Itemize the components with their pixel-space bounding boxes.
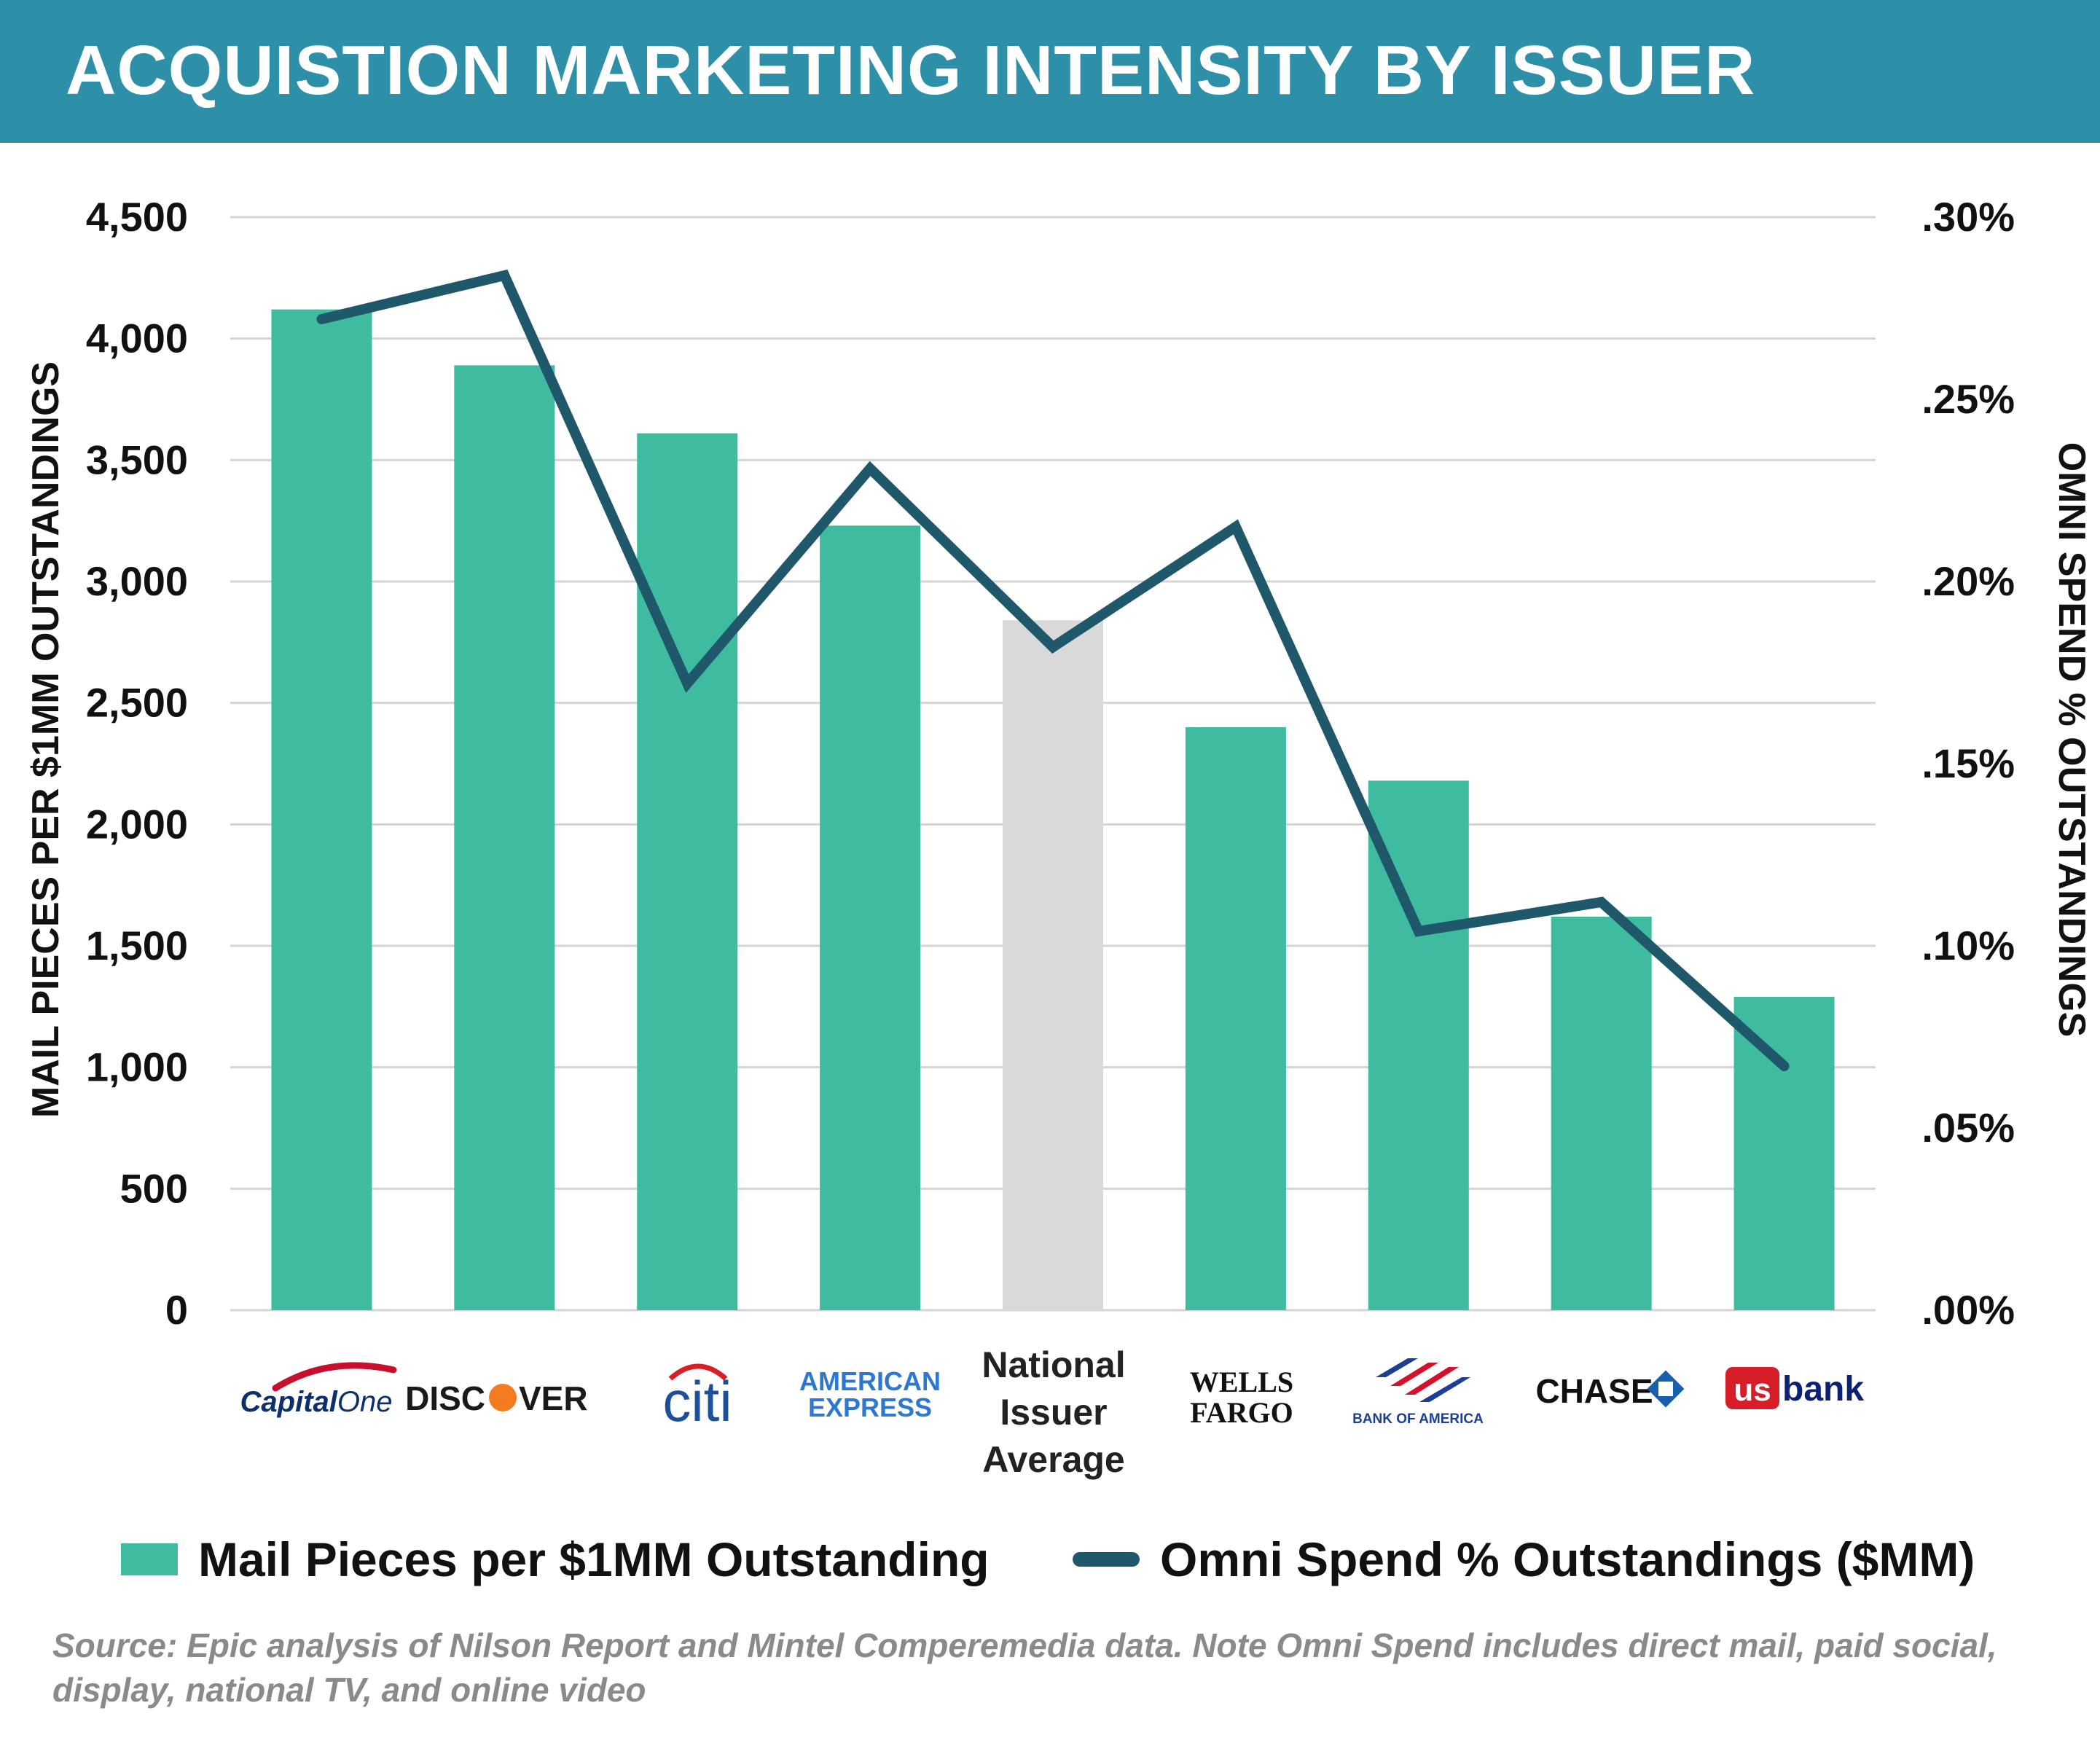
national-line1: National: [982, 1344, 1125, 1385]
bar-5: [1003, 620, 1103, 1310]
line-point-9: [1783, 1065, 1785, 1067]
line-point-3: [686, 683, 689, 684]
y-tick-label: 3,500: [86, 436, 188, 482]
y2-tick-label: .15%: [1921, 740, 2015, 786]
y-tick-label: 2,000: [86, 801, 188, 847]
source-note: Source: Epic analysis of Nilson Report a…: [52, 1626, 1997, 1709]
y2-axis-label: OMNI SPEND % OUTSTANDINGS: [2050, 442, 2093, 1038]
legend-line-swatch: [1073, 1552, 1140, 1567]
usbank-us-label: us: [1733, 1372, 1771, 1408]
y-tick-label: 4,000: [86, 316, 188, 361]
citi-label: citi: [662, 1369, 732, 1433]
y-axis-label: MAIL PIECES PER $1MM OUTSTANDINGS: [25, 361, 67, 1118]
capital-one-swoosh: [272, 1362, 397, 1392]
usbank-bank-label: bank: [1782, 1370, 1864, 1409]
line-point-5: [1052, 646, 1054, 648]
category-label-national: National Issuer Average: [982, 1344, 1125, 1480]
y-tick-label: 1,000: [86, 1044, 188, 1090]
y2-tick-label: .30%: [1921, 194, 2015, 240]
bar-2: [454, 365, 555, 1310]
title-bar: ACQUISTION MARKETING INTENSITY BY ISSUER: [0, 0, 2100, 143]
wells-line2: FARGO: [1190, 1396, 1293, 1429]
category-label-usbank: us bank: [1725, 1367, 1864, 1409]
y-tick-label: 2,500: [86, 680, 188, 726]
discover-label-b: VER: [519, 1379, 588, 1417]
bar-3: [637, 433, 738, 1310]
line-point-8: [1600, 901, 1602, 903]
category-label-boa: BANK OF AMERICA: [1352, 1358, 1484, 1427]
discover-label-a: DISC: [405, 1379, 485, 1417]
line-point-1: [321, 318, 323, 320]
category-label-wells-fargo: WELLS FARGO: [1190, 1366, 1293, 1429]
line-point-6: [1234, 526, 1237, 528]
legend-bar-label: Mail Pieces per $1MM Outstanding: [198, 1532, 990, 1586]
bar-4: [820, 525, 921, 1311]
line-point-4: [869, 468, 871, 469]
boa-label: BANK OF AMERICA: [1352, 1411, 1484, 1427]
y2-tick-label: .20%: [1921, 558, 2015, 604]
bar-6: [1185, 727, 1286, 1310]
y-tick-label: 500: [120, 1165, 188, 1211]
bar-8: [1551, 917, 1652, 1310]
category-label-capital-one: CapitalOne: [240, 1362, 397, 1418]
capital-one-label-b: One: [337, 1386, 393, 1418]
y2-tick-label: .10%: [1921, 923, 2015, 968]
discover-o-icon: [489, 1384, 517, 1411]
category-label-discover: DISC VER: [405, 1379, 588, 1417]
legend-bar-swatch: [121, 1543, 178, 1575]
y-tick-label: 1,500: [86, 923, 188, 968]
legend-line-item: Omni Spend % Outstandings ($MM): [1073, 1527, 1975, 1592]
svg-text:CapitalOne: CapitalOne: [240, 1386, 393, 1418]
wells-line1: WELLS: [1190, 1366, 1293, 1398]
category-label-citi: citi: [662, 1363, 732, 1433]
amex-line1: AMERICAN: [799, 1366, 941, 1396]
national-line2: Issuer: [1000, 1392, 1107, 1433]
bar-9: [1733, 997, 1835, 1310]
y-tick-label: 3,000: [86, 558, 188, 604]
y-tick-label: 4,500: [86, 194, 188, 240]
boa-flag-icon: [1376, 1358, 1470, 1402]
line-point-2: [504, 275, 506, 276]
bar-1: [271, 309, 372, 1311]
category-label-chase: CHASE: [1535, 1370, 1685, 1410]
chart: 0 500 1,000 1,500 2,000 2,500 3,000 3,500 4,000 4…: [25, 194, 2093, 1480]
citi-arc-icon: [668, 1363, 728, 1381]
legend-line-label: Omni Spend % Outstandings ($MM): [1160, 1532, 1975, 1586]
y2-tick-label: .05%: [1921, 1105, 2015, 1151]
capital-one-label-a: Capital: [240, 1386, 338, 1418]
chase-label: CHASE: [1535, 1372, 1653, 1410]
line-point-7: [1417, 931, 1419, 932]
legend-bar-item: Mail Pieces per $1MM Outstanding: [121, 1527, 990, 1592]
y2-tick-label: .00%: [1921, 1287, 2015, 1333]
y-tick-label: 0: [165, 1287, 188, 1333]
chart-title: ACQUISTION MARKETING INTENSITY BY ISSUER: [66, 31, 1756, 109]
national-line3: Average: [982, 1439, 1124, 1480]
y2-tick-label: .25%: [1921, 376, 2015, 422]
usbank-shield-icon: [1725, 1367, 1779, 1409]
amex-line2: EXPRESS: [808, 1393, 932, 1422]
category-label-amex: AMERICAN EXPRESS: [799, 1366, 941, 1422]
